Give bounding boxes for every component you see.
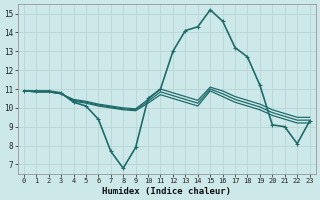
X-axis label: Humidex (Indice chaleur): Humidex (Indice chaleur) bbox=[102, 187, 231, 196]
